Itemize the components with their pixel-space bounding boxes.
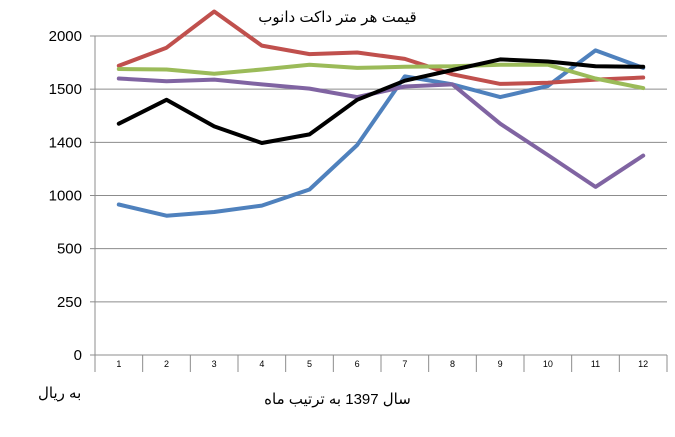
y-tick-label: 2000 xyxy=(49,28,82,45)
y-axis-ticks: 0 250 500 1000 1400 1500 2000 xyxy=(49,28,82,364)
y-tick-label: 0 xyxy=(74,347,82,364)
y-tick-label: 1400 xyxy=(49,134,82,151)
y-tick-label: 500 xyxy=(57,241,82,258)
series-line-5 xyxy=(116,57,646,145)
series-lines xyxy=(116,9,646,218)
x-tick-label: 6 xyxy=(355,359,360,369)
x-tick-label: 11 xyxy=(591,359,600,369)
x-tick-label: 7 xyxy=(402,359,407,369)
y-axis-unit-label: به ریال xyxy=(38,385,82,402)
x-tick-label: 9 xyxy=(498,359,503,369)
x-tick-label: 12 xyxy=(638,359,648,369)
y-tick-label: 1000 xyxy=(49,188,82,205)
series-line-3 xyxy=(116,62,646,91)
x-tick-label: 3 xyxy=(212,359,217,369)
series-line-4 xyxy=(116,76,646,189)
y-tick-label: 250 xyxy=(57,294,82,311)
chart-title: قیمت هر متر داکت دانوب xyxy=(258,9,417,26)
x-tick-label: 10 xyxy=(543,359,553,369)
x-tick-label: 5 xyxy=(307,359,312,369)
series-line-1 xyxy=(116,48,646,218)
x-tick-label: 8 xyxy=(450,359,455,369)
series-line-2 xyxy=(116,9,646,86)
x-axis-ticks: 1 2 3 4 5 6 7 8 9 10 11 12 xyxy=(116,359,648,369)
x-tick-label: 1 xyxy=(116,359,121,369)
x-tick-label: 2 xyxy=(164,359,169,369)
x-axis-label: سال 1397 به ترتیب ماه xyxy=(264,391,411,408)
y-tick-label: 1500 xyxy=(49,81,82,98)
x-tick-label: 4 xyxy=(259,359,264,369)
axes xyxy=(90,35,668,372)
